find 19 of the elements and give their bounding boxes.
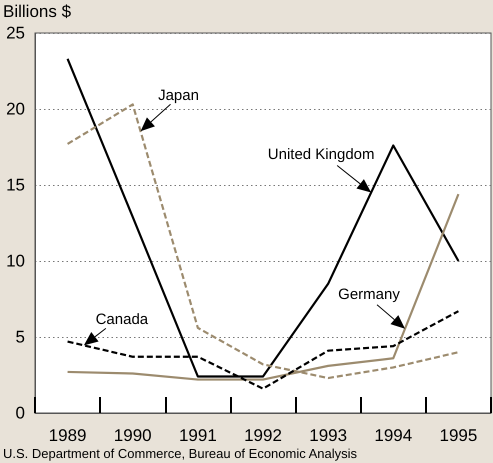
x-tick-label: 1994 bbox=[374, 426, 412, 445]
y-axis-title: Billions $ bbox=[3, 2, 72, 21]
y-tick-label: 0 bbox=[16, 404, 25, 422]
series-label: United Kingdom bbox=[268, 146, 375, 164]
x-tick-label: 1993 bbox=[309, 426, 348, 445]
text: U.S. Department of Commerce, Bureau of Economic Analysis bbox=[3, 446, 358, 461]
series-label: Germany bbox=[338, 286, 400, 304]
x-tick-label: 1995 bbox=[440, 426, 478, 445]
series-label: Japan bbox=[158, 86, 199, 104]
x-tick-label: 1991 bbox=[178, 426, 217, 445]
y-tick-label: 10 bbox=[6, 252, 25, 270]
y-tick-label: 5 bbox=[16, 328, 25, 346]
y-tick-label: 15 bbox=[6, 176, 25, 194]
y-tick-label: 20 bbox=[6, 100, 25, 118]
y-tick-label: 25 bbox=[6, 24, 25, 42]
series-label: Canada bbox=[96, 310, 149, 328]
x-tick-label: 1992 bbox=[244, 426, 282, 445]
x-tick-label: 1990 bbox=[114, 426, 152, 445]
x-tick-label: 1989 bbox=[48, 426, 86, 445]
